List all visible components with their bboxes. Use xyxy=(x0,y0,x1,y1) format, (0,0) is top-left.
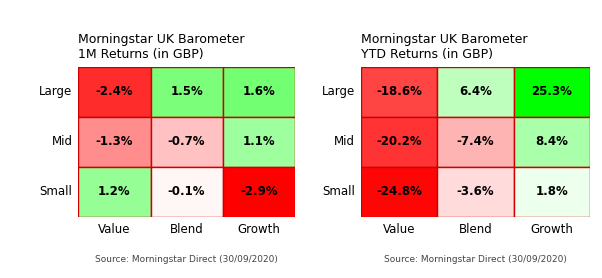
Text: 1.8%: 1.8% xyxy=(535,185,568,198)
Text: -7.4%: -7.4% xyxy=(457,135,494,148)
Bar xyxy=(438,167,514,217)
Text: Mid: Mid xyxy=(52,135,72,148)
Bar xyxy=(514,167,590,217)
Text: -3.6%: -3.6% xyxy=(457,185,494,198)
Text: Source: Morningstar Direct (30/09/2020): Source: Morningstar Direct (30/09/2020) xyxy=(95,255,278,264)
Text: Blend: Blend xyxy=(170,223,203,236)
Text: Mid: Mid xyxy=(334,135,355,148)
Bar xyxy=(514,67,590,117)
Text: 1.2%: 1.2% xyxy=(98,185,131,198)
Text: Small: Small xyxy=(40,185,72,198)
Text: -2.9%: -2.9% xyxy=(240,185,278,198)
Text: -24.8%: -24.8% xyxy=(376,185,422,198)
Bar xyxy=(361,67,438,117)
Text: 6.4%: 6.4% xyxy=(459,85,492,98)
Text: -0.7%: -0.7% xyxy=(168,135,205,148)
Bar xyxy=(150,67,223,117)
Bar xyxy=(438,67,514,117)
Text: -1.3%: -1.3% xyxy=(96,135,133,148)
Text: 1.1%: 1.1% xyxy=(243,135,275,148)
Text: 25.3%: 25.3% xyxy=(532,85,573,98)
Bar xyxy=(361,167,438,217)
Text: Large: Large xyxy=(39,85,72,98)
Text: Morningstar UK Barometer
YTD Returns (in GBP): Morningstar UK Barometer YTD Returns (in… xyxy=(361,33,528,61)
Text: -2.4%: -2.4% xyxy=(96,85,133,98)
Text: -18.6%: -18.6% xyxy=(376,85,422,98)
Text: Morningstar UK Barometer
1M Returns (in GBP): Morningstar UK Barometer 1M Returns (in … xyxy=(78,33,245,61)
Bar xyxy=(223,167,295,217)
Text: 1.6%: 1.6% xyxy=(243,85,275,98)
Bar xyxy=(223,67,295,117)
Text: 1.5%: 1.5% xyxy=(170,85,203,98)
Bar xyxy=(223,117,295,167)
Bar xyxy=(438,117,514,167)
Bar xyxy=(78,167,150,217)
Bar xyxy=(78,117,150,167)
Text: Small: Small xyxy=(322,185,355,198)
Bar xyxy=(514,117,590,167)
Bar xyxy=(78,67,150,117)
Text: Blend: Blend xyxy=(459,223,492,236)
Text: Growth: Growth xyxy=(237,223,281,236)
Text: Large: Large xyxy=(322,85,355,98)
Text: Value: Value xyxy=(383,223,415,236)
Text: Value: Value xyxy=(98,223,131,236)
Text: 8.4%: 8.4% xyxy=(535,135,568,148)
Text: -0.1%: -0.1% xyxy=(168,185,205,198)
Text: Source: Morningstar Direct (30/09/2020): Source: Morningstar Direct (30/09/2020) xyxy=(384,255,567,264)
Bar xyxy=(150,167,223,217)
Text: Growth: Growth xyxy=(530,223,573,236)
Bar xyxy=(150,117,223,167)
Bar xyxy=(361,117,438,167)
Text: -20.2%: -20.2% xyxy=(376,135,422,148)
